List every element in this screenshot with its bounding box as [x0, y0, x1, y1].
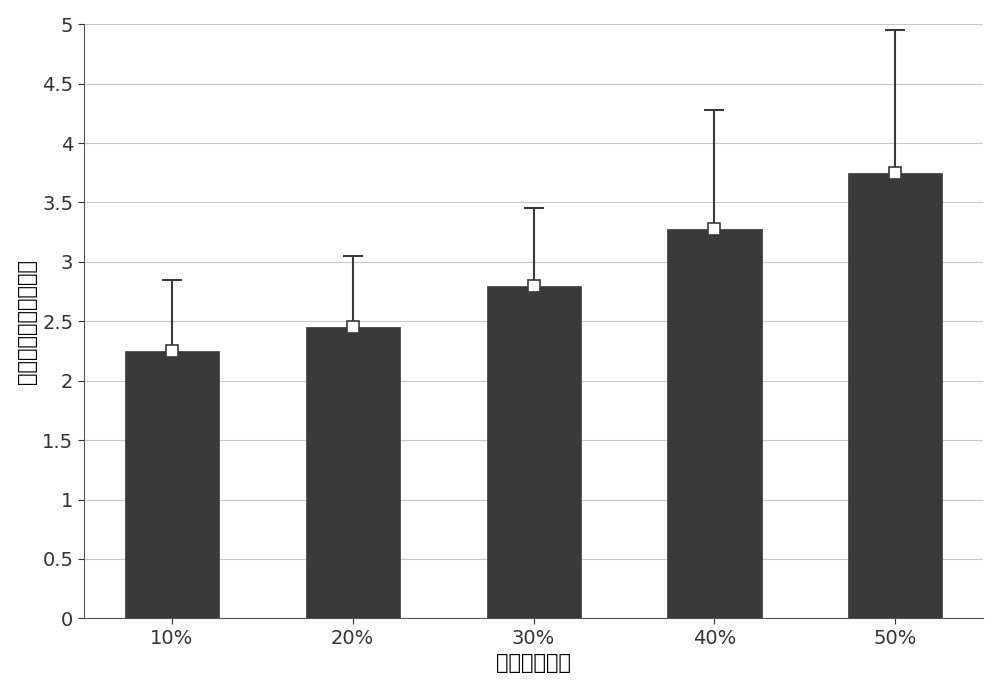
Bar: [487, 286, 581, 618]
Bar: [125, 351, 219, 618]
Bar: [848, 172, 942, 618]
X-axis label: 链路中断比例: 链路中断比例: [496, 653, 571, 673]
Y-axis label: 绝对误差（单位：米）: 绝对误差（单位：米）: [17, 259, 37, 384]
Bar: [306, 327, 400, 618]
Bar: [667, 228, 762, 618]
